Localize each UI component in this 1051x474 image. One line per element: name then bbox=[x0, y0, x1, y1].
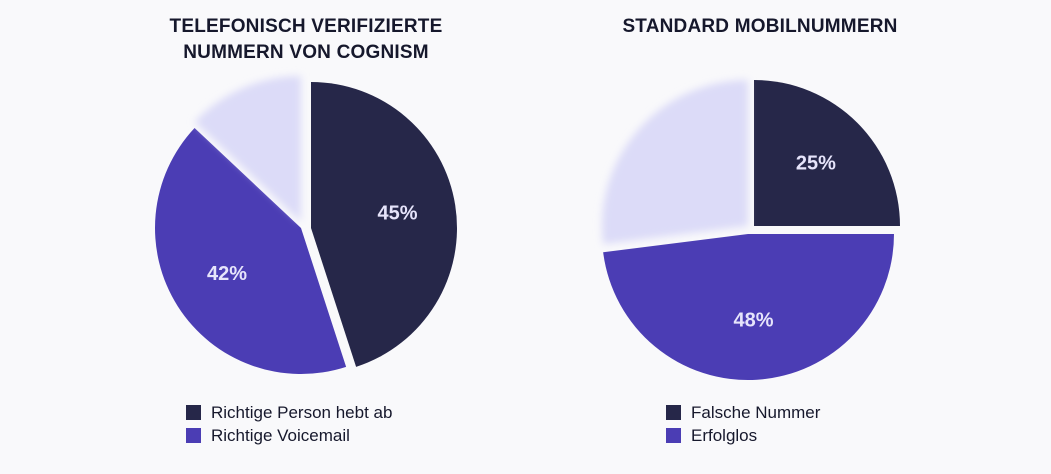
legend-swatch bbox=[186, 428, 201, 443]
chart-title-line-2: NUMMERN VON COGNISM bbox=[183, 42, 429, 63]
chart-title: STANDARD MOBILNUMMERN bbox=[510, 14, 1010, 40]
legend-label: Erfolglos bbox=[691, 425, 758, 445]
slice-data-label: 42% bbox=[207, 263, 247, 285]
pie-slice bbox=[311, 82, 457, 367]
pie-chart: 25% 48% bbox=[602, 80, 900, 381]
pie-slice bbox=[603, 234, 894, 381]
legend-label: Falsche Nummer bbox=[691, 402, 821, 422]
legend-item: Falsche Nummer bbox=[666, 401, 820, 424]
chart-title-line-1: TELEFONISCH VERIFIZIERTE bbox=[169, 16, 443, 37]
slice-data-label: 48% bbox=[733, 310, 773, 332]
chart-legend: Falsche Nummer Erfolglos bbox=[666, 401, 820, 447]
slice-data-label: 45% bbox=[378, 203, 418, 225]
legend-item: Richtige Voicemail bbox=[186, 424, 392, 447]
pie-slice bbox=[155, 128, 347, 374]
chart-title-line-1: STANDARD MOBILNUMMERN bbox=[622, 16, 898, 37]
pie-slice bbox=[194, 76, 301, 222]
pie-chart: 45% 42% bbox=[155, 76, 457, 374]
chart-title: TELEFONISCH VERIFIZIERTE NUMMERN VON COG… bbox=[56, 14, 556, 66]
slice-data-label: 25% bbox=[796, 152, 836, 174]
legend-label: Richtige Person hebt ab bbox=[211, 402, 393, 422]
legend-swatch bbox=[186, 405, 201, 420]
pie-slice bbox=[602, 80, 748, 245]
chart-legend: Richtige Person hebt ab Richtige Voicema… bbox=[186, 401, 392, 447]
chart-panel-left: TELEFONISCH VERIFIZIERTE NUMMERN VON COG… bbox=[56, 0, 556, 474]
legend-swatch bbox=[666, 405, 681, 420]
chart-panel-right: STANDARD MOBILNUMMERN 25% 48% Falsche Num… bbox=[510, 0, 1010, 474]
legend-swatch bbox=[666, 428, 681, 443]
legend-item: Erfolglos bbox=[666, 424, 820, 447]
legend-label: Richtige Voicemail bbox=[211, 425, 350, 445]
legend-item: Richtige Person hebt ab bbox=[186, 401, 392, 424]
pie-slice bbox=[754, 80, 900, 226]
